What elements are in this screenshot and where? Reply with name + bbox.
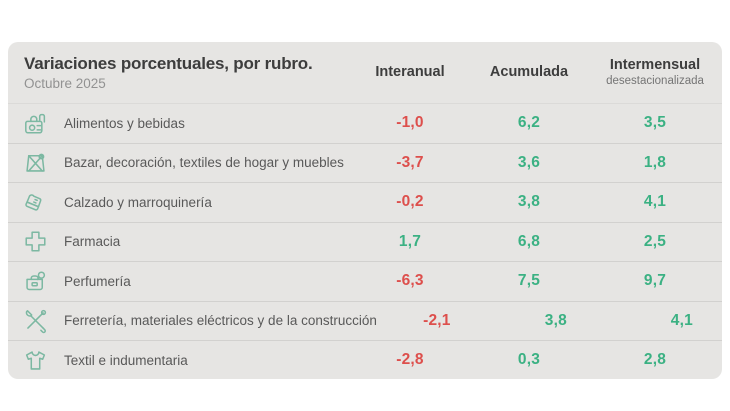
page-title: Variaciones porcentuales, por rubro. [24,53,313,73]
table-row: Textil e indumentaria -2,8 0,3 2,8 [8,340,722,380]
value-intermensual: 2,5 [643,232,667,250]
table-body: Alimentos y bebidas -1,0 6,2 3,5 Bazar, … [8,103,722,380]
value-acumulada: 7,5 [517,272,541,290]
value-intermensual: 9,7 [643,272,667,290]
row-label: Farmacia [64,234,121,250]
table-row: Ferretería, materiales eléctricos y de l… [8,300,722,341]
value-acumulada: 6,2 [517,114,541,132]
row-label: Alimentos y bebidas [64,115,185,131]
row-label: Textil e indumentaria [64,352,188,368]
column-header-intermensual-sublabel: desestacionalizada [606,75,704,88]
value-interanual: -2,1 [423,311,451,329]
table-header: Variaciones porcentuales, por rubro. Oct… [8,42,722,99]
variations-table-card: Variaciones porcentuales, por rubro. Oct… [8,42,722,379]
title-block: Variaciones porcentuales, por rubro. Oct… [24,54,350,91]
value-acumulada: 3,6 [517,153,541,171]
column-header-interanual: Interanual [375,63,445,80]
value-intermensual: 2,8 [643,351,667,369]
row-label: Calzado y marroquinería [64,194,212,210]
column-header-acumulada: Acumulada [489,63,569,80]
value-interanual: -6,3 [396,272,424,290]
cosmetics-case-icon [22,268,62,295]
tools-icon [22,307,62,334]
value-acumulada: 3,8 [544,311,567,329]
value-interanual: 1,7 [398,232,422,250]
value-intermensual: 4,1 [643,193,667,211]
table-row: Perfumería -6,3 7,5 9,7 [8,261,722,301]
table-row: Calzado y marroquinería -0,2 3,8 4,1 [8,182,722,222]
row-label: Bazar, decoración, textiles de hogar y m… [64,155,344,171]
shoe-icon [22,189,62,216]
value-intermensual: 4,1 [670,311,693,329]
page-subtitle: Octubre 2025 [24,75,106,91]
pharmacy-cross-icon [22,228,62,255]
value-interanual: -2,8 [396,351,424,369]
row-label: Ferretería, materiales eléctricos y de l… [64,313,377,329]
tshirt-icon [22,347,62,374]
column-header-intermensual: Intermensual desestacionalizada [588,56,722,88]
textiles-icon [22,149,62,176]
value-acumulada: 3,8 [517,193,541,211]
value-acumulada: 6,8 [517,232,541,250]
groceries-icon [22,110,62,137]
value-interanual: -1,0 [396,114,424,132]
table-row: Farmacia 1,7 6,8 2,5 [8,221,722,262]
table-row: Bazar, decoración, textiles de hogar y m… [8,142,722,183]
value-intermensual: 1,8 [643,153,667,171]
value-acumulada: 0,3 [517,351,541,369]
column-header-intermensual-label: Intermensual [609,56,701,73]
row-label: Perfumería [64,273,131,289]
table-row: Alimentos y bebidas -1,0 6,2 3,5 [8,103,722,143]
value-intermensual: 3,5 [643,114,667,132]
value-interanual: -0,2 [396,193,424,211]
value-interanual: -3,7 [396,153,424,171]
